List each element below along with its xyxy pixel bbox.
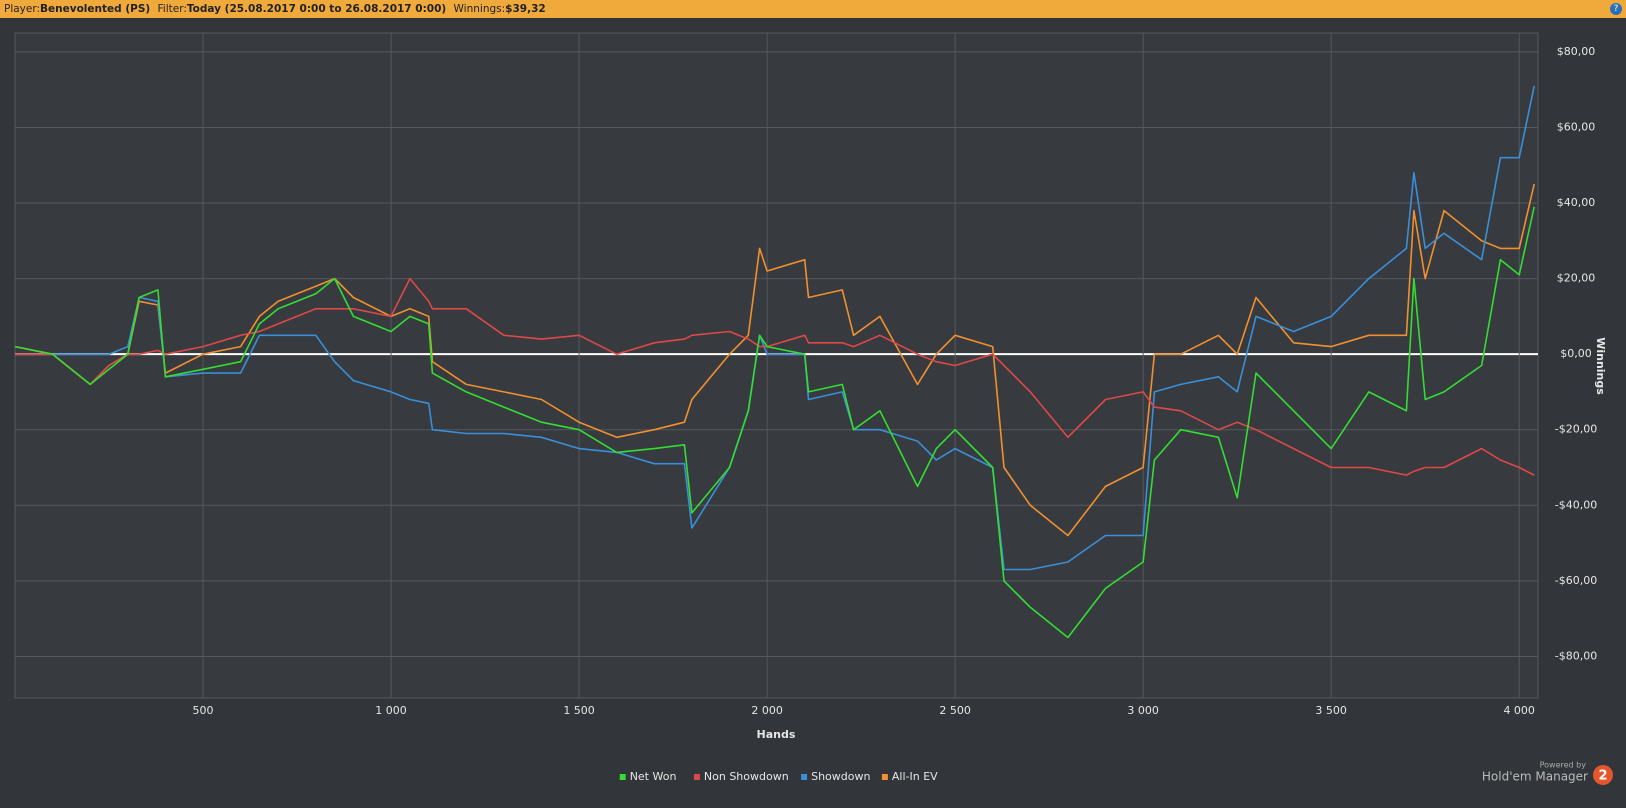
y-tick-label: -$60,00: [1555, 574, 1597, 587]
y-tick-label: $0,00: [1560, 347, 1592, 360]
winnings-label: Winnings:: [453, 3, 506, 15]
page: {"header": {"player_label": "Player:", "…: [0, 0, 1626, 785]
y-tick-label: $40,00: [1557, 196, 1596, 209]
x-tick-label: 2 500: [939, 704, 971, 717]
x-tick-label: 3 500: [1315, 704, 1347, 717]
logo-version: 2: [1598, 769, 1607, 784]
legend-label: Non Showdown: [704, 770, 789, 783]
legend: Net Won Non Showdown Showdown All-In EV: [619, 770, 938, 783]
legend-swatch: [619, 774, 626, 780]
header-bar: Player:Benevolented (PS) Filter:Today (2…: [0, 0, 1626, 18]
chart: Hands Winnings Net Won Non Showdown Showdo…: [14, 32, 1613, 785]
y-tick-label: $20,00: [1557, 272, 1596, 285]
series-line: [15, 85, 1535, 571]
legend-swatch: [881, 774, 888, 780]
winnings: $39,32: [505, 3, 546, 15]
y-tick-label: -$80,00: [1555, 649, 1597, 662]
logo: [1593, 765, 1613, 785]
y-tick-label: -$40,00: [1555, 498, 1597, 511]
player-label: Player:: [4, 3, 41, 15]
legend-label: Showdown: [811, 770, 870, 783]
y-axis-title: Winnings: [1594, 337, 1607, 395]
powered-by: Powered by: [1540, 761, 1587, 770]
product-name: Hold'em Manager: [1482, 770, 1588, 784]
legend-label: Net Won: [630, 770, 677, 783]
legend-swatch: [801, 774, 808, 780]
series-lines: [14, 85, 1535, 639]
x-axis-title: Hands: [757, 728, 796, 741]
x-tick-label: 3 000: [1127, 704, 1159, 717]
x-tick-label: 1 000: [375, 704, 407, 717]
legend-swatch: [693, 774, 700, 780]
legend-label: All-In EV: [892, 770, 938, 783]
filter-label: Filter:: [157, 3, 187, 15]
x-tick-label: 4 000: [1503, 704, 1535, 717]
x-tick-label: 500: [193, 704, 214, 717]
plot-area: [14, 32, 1539, 699]
y-tick-label: $80,00: [1557, 45, 1596, 58]
series-line: [14, 206, 1535, 639]
y-tick-label: -$20,00: [1555, 423, 1597, 436]
help-button[interactable]: ?: [1610, 3, 1622, 15]
y-tick-label: $60,00: [1557, 120, 1596, 133]
x-tick-label: 2 000: [751, 704, 783, 717]
filter: Today (25.08.2017 0:00 to 26.08.2017 0:0…: [186, 3, 447, 15]
x-tick-label: 1 500: [563, 704, 595, 717]
series-line: [14, 183, 1535, 537]
player: Benevolented (PS): [40, 3, 151, 15]
